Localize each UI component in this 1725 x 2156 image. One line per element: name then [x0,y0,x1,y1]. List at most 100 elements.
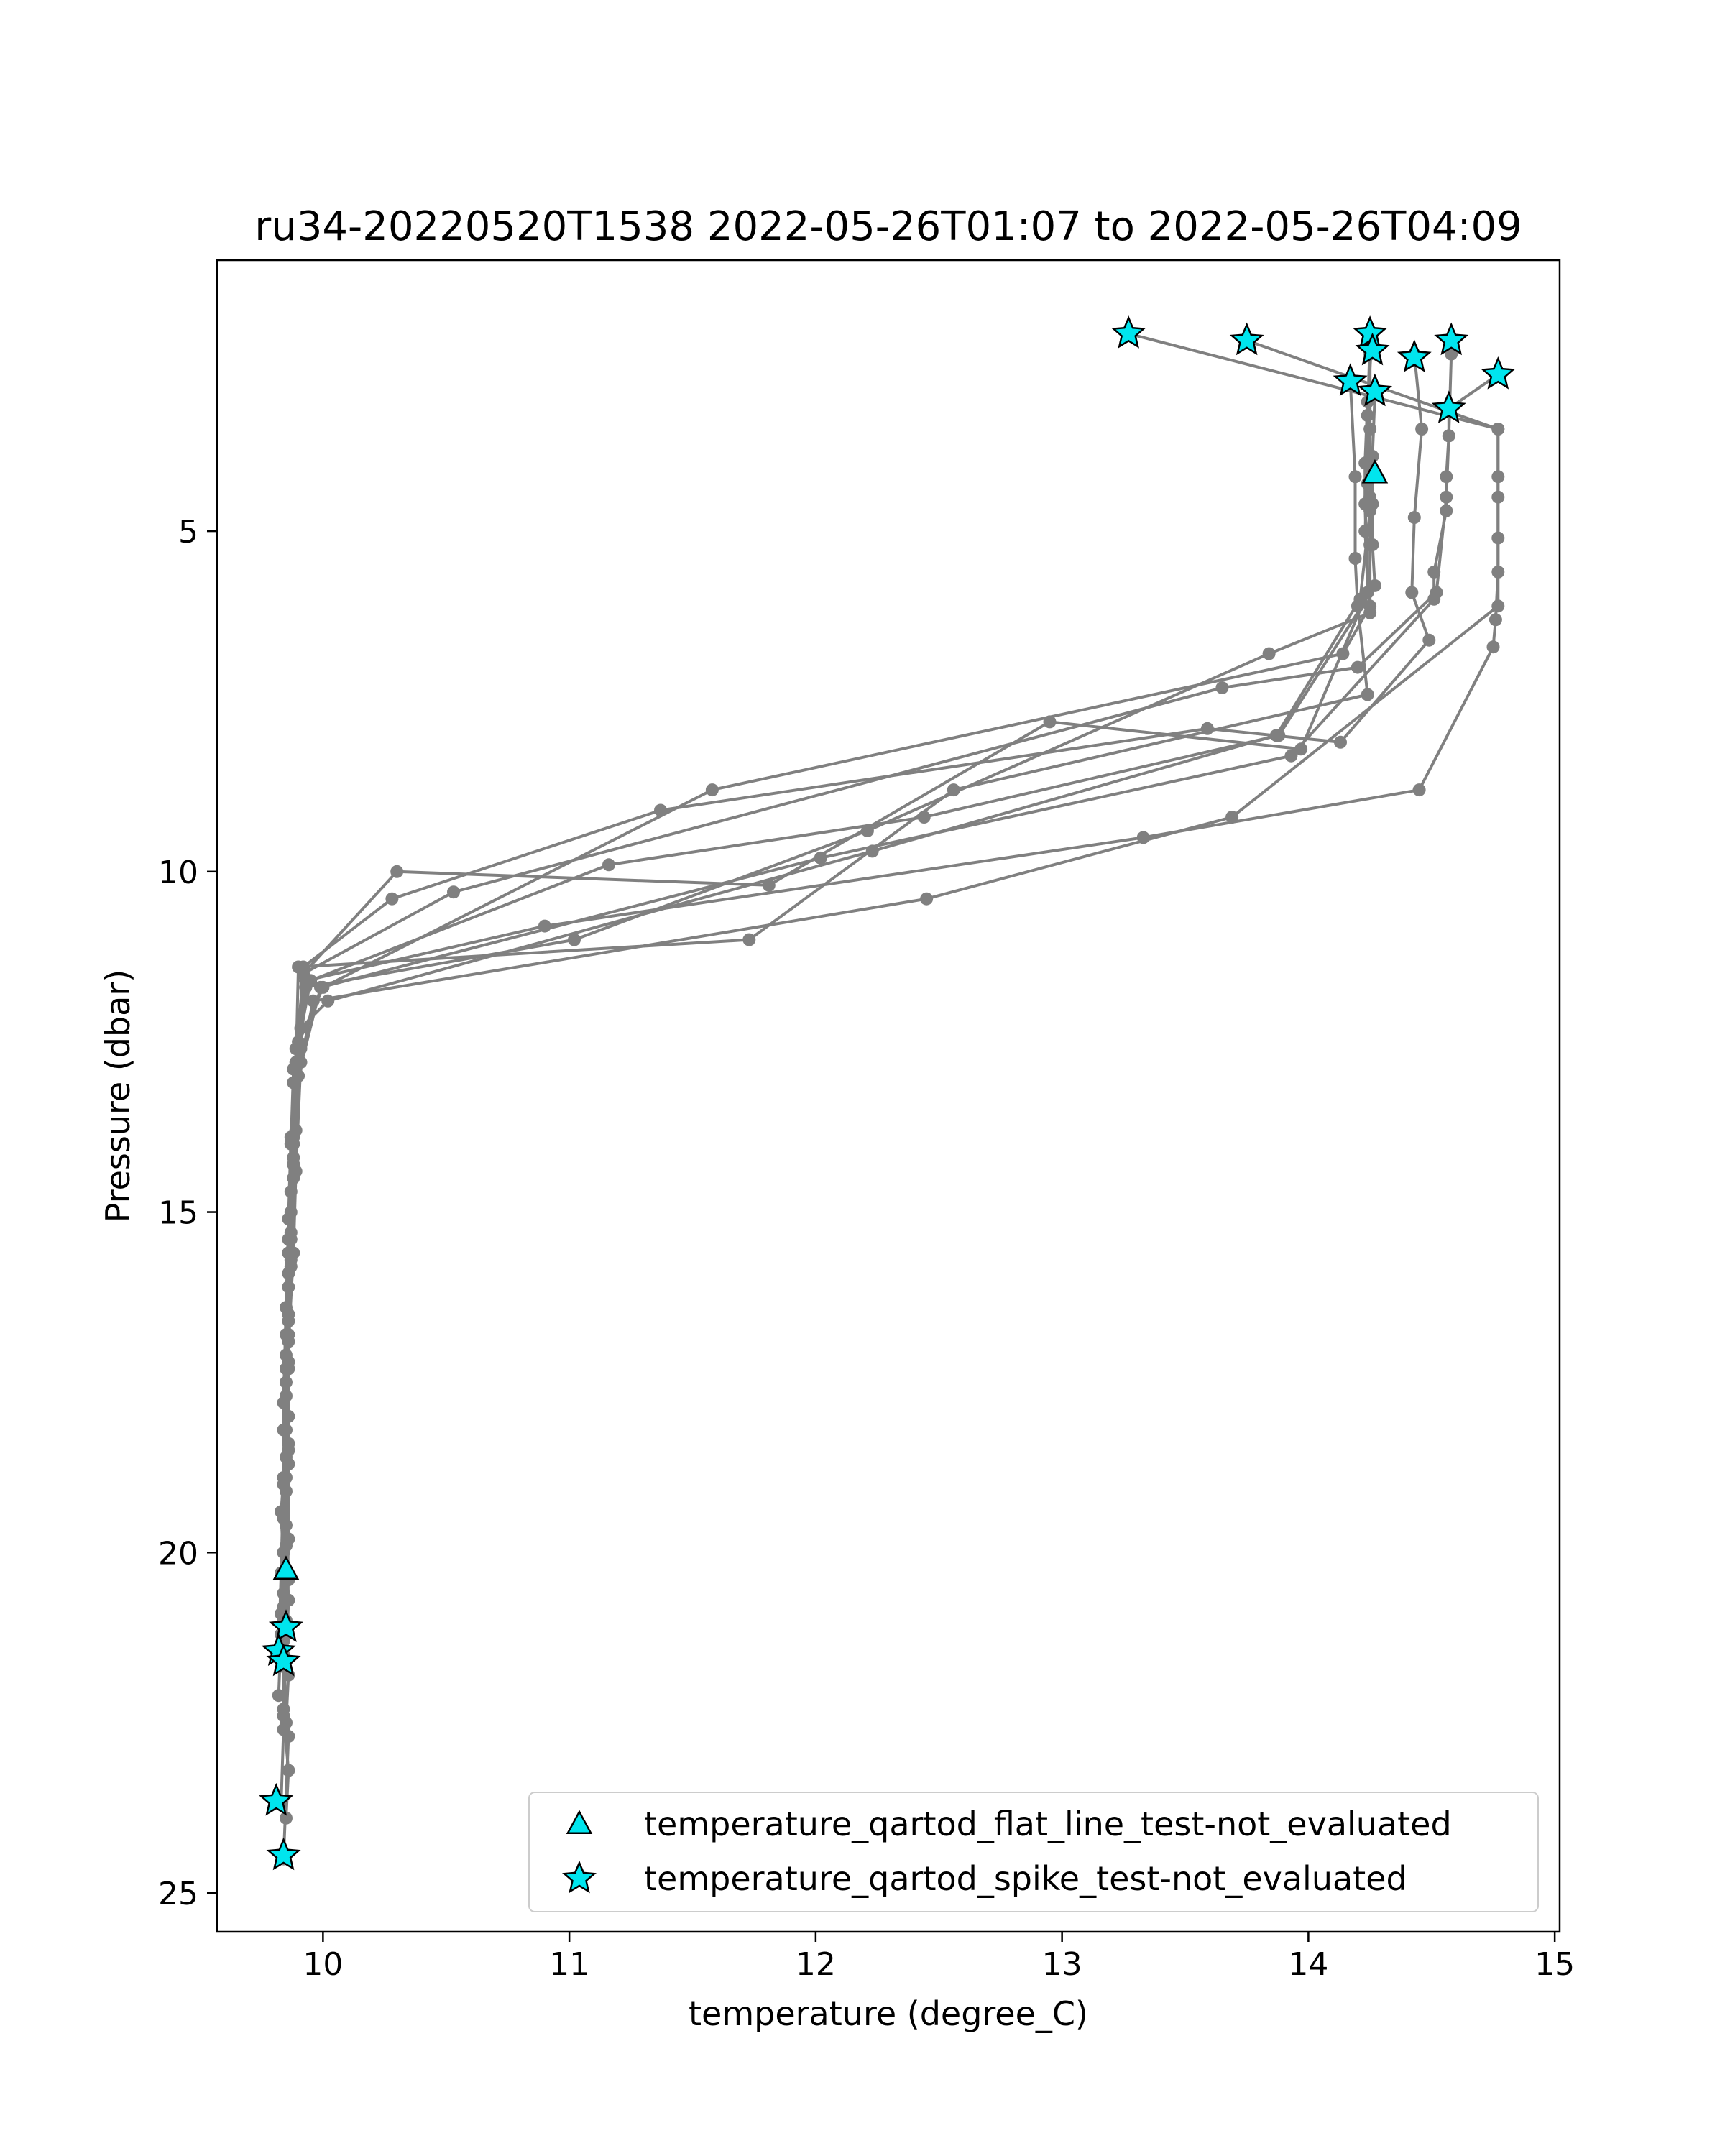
profile-point [917,811,931,824]
triangle-marker [1361,459,1389,484]
profile-point [1351,660,1364,674]
profile-point [282,1328,295,1342]
profile-point [1489,613,1502,627]
profile-series-5 [277,388,1381,1675]
profile-line-3 [282,340,1372,1710]
profile-point [1284,749,1298,763]
x-tick-label-0: 10 [303,1946,343,1983]
x-axis-label: temperature (degree_C) [689,1994,1088,2033]
profile-point [299,980,313,994]
axes-frame [216,259,1561,1933]
profile-point [1440,490,1453,504]
star-marker [1357,373,1392,407]
profile-point [280,1811,293,1825]
profile-point [1358,525,1372,538]
star-marker [1355,332,1390,366]
y-axis-label: Pressure (dbar) [98,969,137,1222]
profile-point [1294,742,1308,756]
profile-series-8 [272,368,1505,1703]
star-marker [1481,356,1516,390]
axis-ticks: 10 11 12 13 14 15 5 10 15 20 25 [158,514,1575,1983]
chart-title: ru34-20220520T1538 2022-05-26T01:07 to 2… [254,203,1522,250]
profile-point [1442,429,1455,443]
profile-point [860,824,874,837]
legend-box [528,1792,1539,1912]
triangle-marker [272,1555,300,1580]
triangle-marker-series [272,459,1389,1580]
profile-point [1405,586,1419,599]
star-marker [266,1837,301,1871]
x-tick-label-4: 14 [1288,1946,1328,1983]
profile-point [1043,715,1057,729]
profile-point [1215,681,1229,694]
profile-point [1422,633,1436,647]
profile-line-8 [277,373,1499,1696]
legend: temperature_qartod_flat_line_test-not_ev… [528,1792,1539,1912]
profile-point [1430,586,1443,599]
x-tick-label-3: 13 [1042,1946,1082,1983]
profile-point [1361,409,1374,422]
profile-point [1348,470,1362,484]
profile-line-4 [282,381,1369,1723]
star-marker [1333,363,1368,397]
star-marker [1431,390,1466,423]
profile-series-4 [277,374,1374,1730]
profile-point [1407,511,1421,525]
y-tick-label-4: 25 [158,1876,198,1912]
profile-series-1 [277,333,1505,1825]
profile-point [277,1511,290,1525]
profile-point [390,865,404,878]
profile-point [568,933,581,946]
profile-point [762,878,776,892]
profile-point [284,1233,298,1246]
profile-line-2 [280,333,1372,1805]
profile-line-6 [282,354,1431,1641]
profile-point [1225,811,1239,824]
profile-series-6 [277,347,1436,1648]
x-tick-label-2: 12 [796,1946,836,1983]
profile-point [272,1689,285,1703]
profile-point [1262,647,1276,660]
profile-point [1358,456,1372,470]
profile-point [1491,599,1505,613]
plot-area [259,315,1516,1871]
profile-point [1361,688,1374,701]
profile-point [1412,783,1426,797]
y-tick-label-1: 10 [158,854,198,891]
profile-point [654,803,667,817]
y-tick-label-2: 15 [158,1195,198,1232]
profile-point [1445,347,1458,361]
profile-point [280,1423,293,1437]
legend-marker-triangle [566,1810,593,1834]
x-tick-label-5: 15 [1535,1946,1575,1983]
profile-point [282,1764,295,1777]
profile-point [297,967,310,980]
star-marker [259,1782,294,1816]
profile-series-2 [275,327,1377,1811]
star-marker [1397,339,1432,372]
legend-label-triangle: temperature_qartod_flat_line_test-not_ev… [644,1805,1452,1843]
profile-point [1415,423,1429,436]
star-marker [1434,322,1469,356]
profile-point [1491,470,1505,484]
star-marker [1111,315,1146,349]
profile-series-10 [275,333,1377,1668]
profile-series-3 [277,333,1377,1716]
legend-marker-star [562,1860,597,1894]
star-marker [268,1609,303,1642]
profile-point [321,994,335,1008]
star-marker-series [259,315,1516,1871]
legend-items: temperature_qartod_flat_line_test-not_ev… [562,1805,1452,1898]
profile-point [287,1130,300,1144]
y-tick-label-0: 5 [178,514,198,550]
profile-series-9 [275,327,1379,1668]
profile-point [1491,423,1505,436]
star-marker [266,1643,301,1677]
y-tick-label-3: 20 [158,1535,198,1572]
profile-line-10 [280,340,1372,1662]
profile-line-5 [282,395,1376,1669]
profile-series-7 [272,333,1458,1662]
profile-point [277,1587,290,1600]
profile-point [1200,722,1214,735]
